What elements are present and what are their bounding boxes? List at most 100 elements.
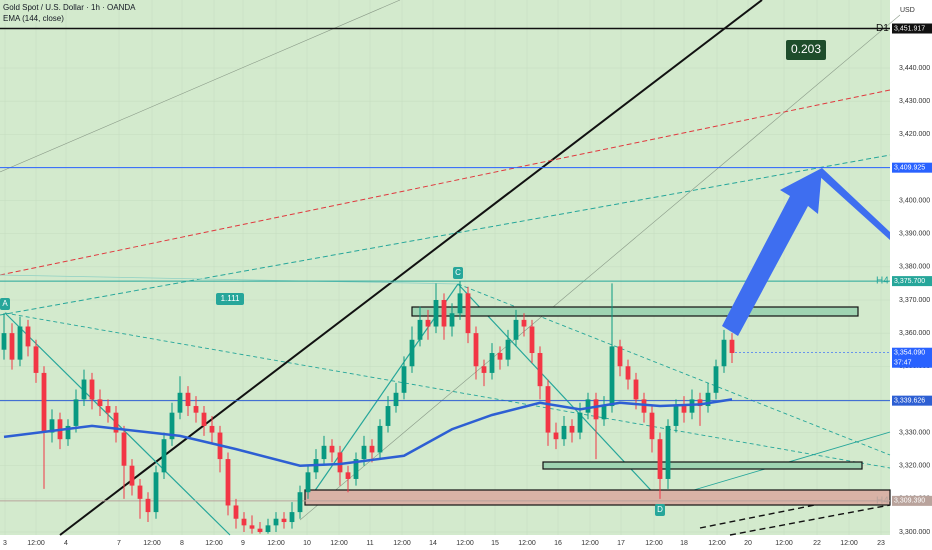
candle-body bbox=[673, 406, 679, 426]
candle-body bbox=[689, 399, 695, 413]
level-price-box bbox=[892, 395, 932, 406]
y-tick-label: 3,300.000 bbox=[899, 529, 930, 536]
ema-line bbox=[3, 398, 733, 467]
dashed-line bbox=[729, 504, 891, 536]
candle-body bbox=[161, 439, 167, 473]
candle-body bbox=[105, 406, 111, 413]
point-label: A bbox=[2, 299, 8, 308]
candle-body bbox=[233, 505, 239, 519]
candle-body bbox=[113, 412, 119, 433]
x-tick-label: 14 bbox=[429, 540, 437, 547]
candle-body bbox=[577, 412, 583, 433]
level-price-label: 3,375.700 bbox=[894, 278, 925, 285]
candle-body bbox=[601, 406, 607, 420]
candle-body bbox=[73, 399, 79, 426]
candle-body bbox=[25, 326, 31, 347]
y-tick-label: 3,430.000 bbox=[899, 98, 930, 105]
zone-box bbox=[542, 461, 863, 470]
candle-body bbox=[249, 525, 255, 529]
candle-body bbox=[353, 459, 359, 479]
candle-body bbox=[721, 339, 727, 367]
chart-title: Gold Spot / U.S. Dollar · 1h · OANDA bbox=[3, 3, 136, 12]
candle-body bbox=[473, 333, 479, 367]
candle-body bbox=[553, 432, 559, 440]
candle-body bbox=[33, 346, 39, 373]
candle-body bbox=[177, 392, 183, 413]
x-tick-label: 12:00 bbox=[581, 540, 599, 547]
candle-body bbox=[385, 406, 391, 426]
candle-body bbox=[81, 379, 87, 400]
x-tick-label: 20 bbox=[744, 540, 752, 547]
x-tick-label: 12:00 bbox=[645, 540, 663, 547]
level-price-box bbox=[892, 276, 932, 287]
level-price-box bbox=[892, 495, 932, 506]
x-tick-label: 12:00 bbox=[27, 540, 45, 547]
candle-body bbox=[681, 406, 687, 413]
candle-body bbox=[121, 432, 127, 466]
last-price-label: 3,354.090 bbox=[894, 350, 925, 357]
candle-body bbox=[49, 419, 55, 433]
level-price-label: 3,309.390 bbox=[894, 498, 925, 505]
x-tick-label: 11 bbox=[366, 540, 373, 547]
level-tag: D1 bbox=[876, 23, 889, 34]
candle-body bbox=[361, 445, 367, 460]
point-label: D bbox=[657, 505, 663, 514]
y-tick-label: 3,420.000 bbox=[899, 131, 930, 138]
candle-body bbox=[273, 518, 279, 526]
ratio-box bbox=[786, 40, 826, 60]
candle-body bbox=[185, 392, 191, 407]
trend-line bbox=[299, 14, 901, 521]
dashed-line bbox=[4, 312, 891, 469]
x-tick-label: 12:00 bbox=[840, 540, 858, 547]
x-tick-label: 12:00 bbox=[393, 540, 411, 547]
candle-body bbox=[433, 299, 439, 327]
x-tick-label: 12:00 bbox=[518, 540, 536, 547]
point-label: C bbox=[455, 268, 461, 277]
candle-body bbox=[169, 412, 175, 440]
level-tag: H4 bbox=[876, 276, 889, 287]
x-tick-label: 12:00 bbox=[143, 540, 161, 547]
level-tag: H4 bbox=[876, 496, 889, 507]
candle-body bbox=[697, 399, 703, 407]
candle-body bbox=[89, 379, 95, 400]
candle-body bbox=[65, 425, 71, 440]
x-tick-label: 4 bbox=[64, 540, 68, 547]
zone-box bbox=[411, 306, 859, 317]
x-tick-label: 12:00 bbox=[708, 540, 726, 547]
labels: 3,440.0003,430.0003,420.0003,410.0003,40… bbox=[0, 3, 932, 547]
candle-body bbox=[665, 425, 671, 479]
candle-body bbox=[401, 366, 407, 393]
x-tick-label: 17 bbox=[617, 540, 625, 547]
x-tick-label: 3 bbox=[3, 540, 7, 547]
ratio-label: 0.203 bbox=[791, 42, 821, 56]
candle-body bbox=[625, 366, 631, 380]
x-tick-label: 12:00 bbox=[456, 540, 474, 547]
candle-body bbox=[377, 425, 383, 453]
countdown-label: 37:47 bbox=[894, 360, 912, 367]
candle-body bbox=[241, 518, 247, 526]
y-tick-label: 3,370.000 bbox=[899, 297, 930, 304]
last-price-box bbox=[892, 347, 932, 368]
candle-body bbox=[209, 425, 215, 433]
candle-body bbox=[529, 326, 535, 354]
candle-body bbox=[289, 512, 295, 523]
candle-body bbox=[729, 339, 735, 354]
ratio-box bbox=[216, 293, 244, 305]
candle-body bbox=[297, 492, 303, 513]
x-tick-label: 18 bbox=[680, 540, 688, 547]
candle-body bbox=[497, 353, 503, 360]
candle-body bbox=[481, 366, 487, 373]
price-axis bbox=[890, 0, 932, 550]
candle-body bbox=[641, 399, 647, 413]
candle-body bbox=[281, 518, 287, 523]
arrow bbox=[722, 168, 822, 336]
candle-body bbox=[417, 319, 423, 340]
y-tick-label: 3,380.000 bbox=[899, 264, 930, 271]
candle-body bbox=[1, 333, 7, 350]
y-tick-label: 3,400.000 bbox=[899, 197, 930, 204]
candle-body bbox=[257, 528, 263, 532]
candles bbox=[1, 281, 735, 534]
candle-body bbox=[41, 372, 47, 433]
point-box bbox=[453, 267, 463, 279]
